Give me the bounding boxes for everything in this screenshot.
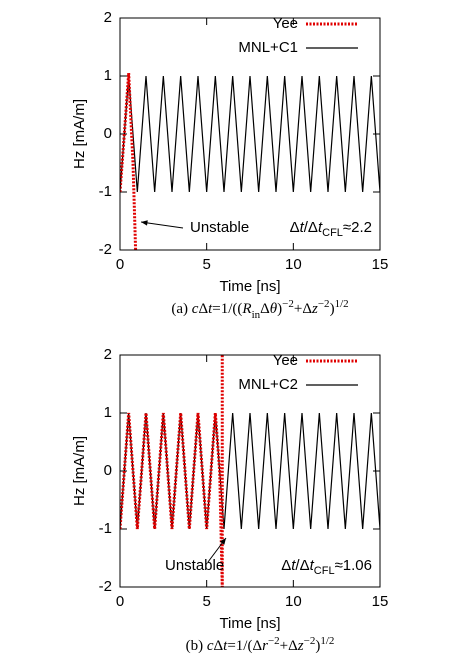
- annotation-part: t: [310, 557, 315, 574]
- caption-part: t: [208, 301, 213, 317]
- caption-part: Δ: [198, 301, 208, 317]
- annotation-part: t: [318, 219, 323, 236]
- caption-part: z: [297, 638, 304, 654]
- caption-part: 1/2: [335, 298, 349, 310]
- caption-part: R: [241, 301, 251, 317]
- annotation-part: Δ: [281, 557, 291, 574]
- x-tick-label: 15: [372, 256, 389, 273]
- annotation-part: ≈2.2: [343, 219, 372, 236]
- caption-part: −2: [318, 298, 330, 310]
- caption-part: c: [207, 638, 214, 654]
- y-tick-label: 0: [104, 125, 112, 142]
- y-axis-title: Hz [mA/m]: [71, 99, 88, 169]
- caption-part: Δ: [214, 638, 224, 654]
- y-tick-label: 1: [104, 404, 112, 421]
- caption-part: +Δ: [280, 638, 298, 654]
- caption-part: −2: [304, 635, 316, 647]
- caption-part: −2: [268, 635, 280, 647]
- legend-label: Yee: [273, 15, 298, 32]
- series-line: [120, 72, 138, 250]
- caption: (a) cΔt=1/((RinΔθ)−2+Δz−2)1/2: [171, 298, 348, 321]
- annotation-part: ≈1.06: [335, 557, 372, 574]
- caption-part: =1/(Δ: [227, 638, 262, 654]
- annotation-part: t: [291, 557, 296, 574]
- plot-frame: [119, 17, 381, 251]
- caption-part: θ: [270, 301, 278, 317]
- x-tick-label: 0: [116, 593, 124, 610]
- annotation-part: /Δ: [304, 219, 318, 236]
- annotation-part: Unstable: [165, 557, 224, 574]
- caption-part: ): [277, 301, 282, 317]
- caption-part: in: [252, 309, 261, 321]
- series-line: [120, 355, 224, 587]
- y-axis-title: Hz [mA/m]: [71, 436, 88, 506]
- arrow-head: [219, 538, 226, 545]
- x-tick-label: 10: [285, 256, 302, 273]
- y-tick-label: -1: [99, 520, 112, 537]
- caption-part: t: [223, 638, 228, 654]
- caption-part: ): [315, 638, 320, 654]
- caption-part: r: [262, 638, 268, 654]
- y-tick-label: 2: [104, 9, 112, 26]
- legend-label: MNL+C1: [238, 39, 298, 56]
- y-tick-label: -2: [99, 241, 112, 258]
- x-tick-label: 5: [202, 593, 210, 610]
- series-line: [120, 75, 380, 193]
- annotation: Unstable: [165, 557, 224, 574]
- legend-label: Yee: [273, 352, 298, 369]
- annotation-part: /Δ: [295, 557, 309, 574]
- caption: (b) cΔt=1/(Δr−2+Δz−2)1/2: [186, 635, 335, 655]
- annotation: Δt/ΔtCFL≈1.06: [281, 557, 372, 577]
- annotation-part: CFL: [314, 565, 335, 577]
- legend-label: MNL+C2: [238, 376, 298, 393]
- annotation: Unstable: [190, 219, 249, 236]
- x-tick-label: 10: [285, 593, 302, 610]
- caption-part: (a): [171, 301, 191, 317]
- y-tick-label: 0: [104, 462, 112, 479]
- plot-frame: [119, 354, 381, 588]
- y-tick-label: 2: [104, 346, 112, 363]
- x-axis-title: Time [ns]: [219, 615, 280, 632]
- caption-part: 1/2: [320, 635, 334, 647]
- caption-part: +Δ: [294, 301, 312, 317]
- x-tick-label: 0: [116, 256, 124, 273]
- annotation-part: Δ: [290, 219, 300, 236]
- caption-part: Δ: [260, 301, 270, 317]
- caption-part: ): [330, 301, 335, 317]
- annotation: Δt/ΔtCFL≈2.2: [290, 219, 372, 239]
- caption-part: z: [311, 301, 318, 317]
- annotation-part: CFL: [322, 227, 343, 239]
- caption-part: (b): [186, 638, 207, 654]
- x-tick-label: 5: [202, 256, 210, 273]
- x-tick-label: 15: [372, 593, 389, 610]
- annotation-part: Unstable: [190, 219, 249, 236]
- annotation-arrow: [140, 221, 184, 229]
- caption-part: =1/((: [212, 301, 242, 317]
- y-tick-label: -1: [99, 183, 112, 200]
- arrow-head: [141, 220, 148, 226]
- y-tick-label: -2: [99, 578, 112, 595]
- caption-part: −2: [282, 298, 294, 310]
- x-axis-title: Time [ns]: [219, 278, 280, 295]
- annotation-part: t: [300, 219, 305, 236]
- caption-part: c: [192, 301, 199, 317]
- y-tick-label: 1: [104, 67, 112, 84]
